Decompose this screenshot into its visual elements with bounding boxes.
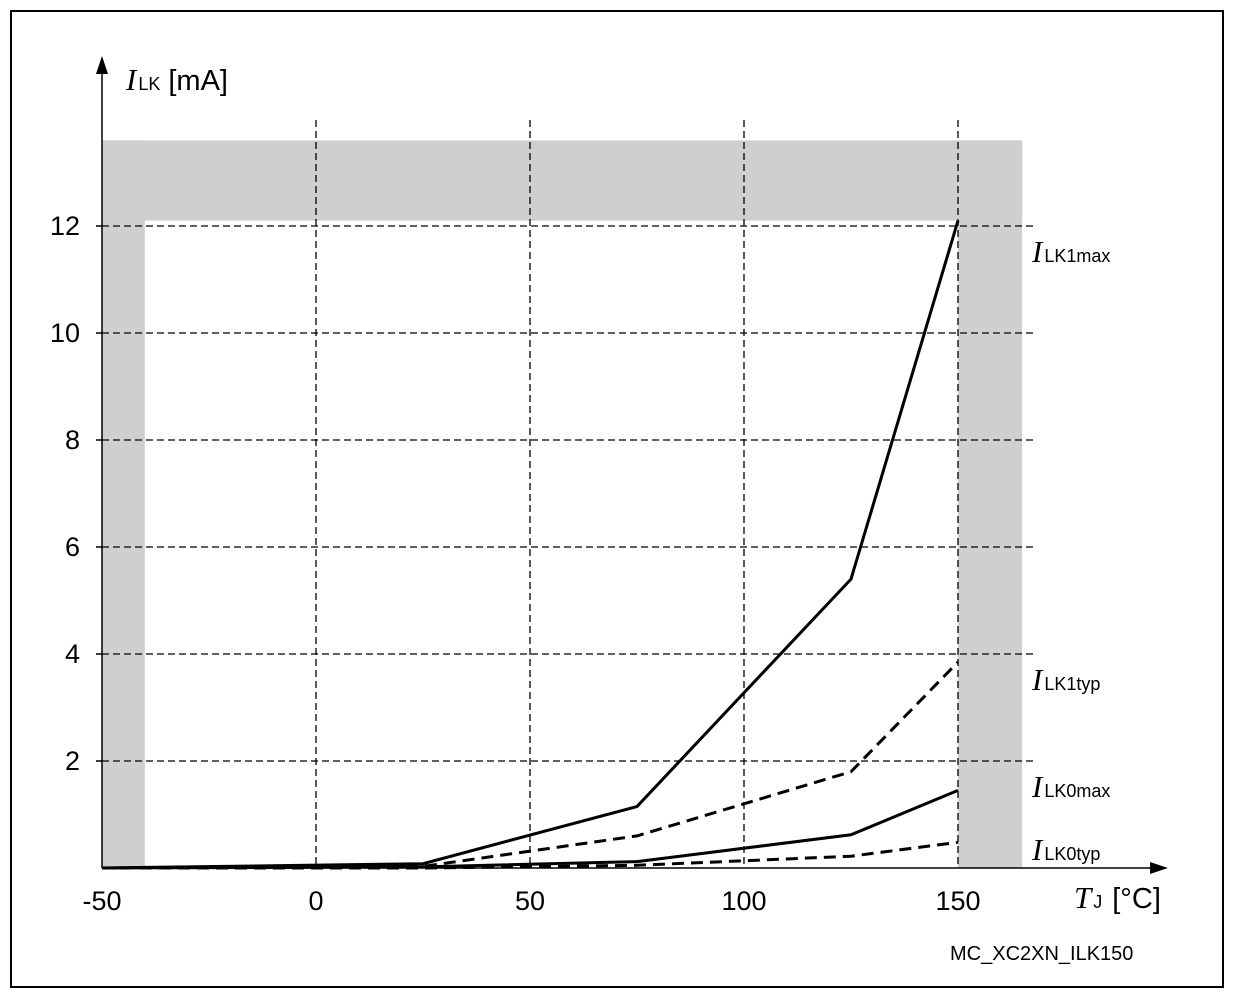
- series-label-ILK0max: I LK0max: [1031, 769, 1110, 804]
- series-label-ILK1typ: I LK1typ: [1031, 662, 1100, 697]
- y-tick-label-10: 10: [50, 318, 80, 348]
- x-axis-symbol: T: [1074, 880, 1094, 915]
- y-tick-label-8: 8: [65, 425, 80, 455]
- y-tick-label-6: 6: [65, 532, 80, 562]
- figure-id: MC_XC2XN_ILK150: [950, 943, 1133, 965]
- series-label-subscript: LK0typ: [1044, 844, 1100, 864]
- series-label-ILK0typ: I LK0typ: [1031, 832, 1100, 867]
- series-label-symbol: I: [1031, 769, 1044, 804]
- series-label-ILK1max: I LK1max: [1031, 234, 1110, 269]
- y-tick-label-4: 4: [65, 639, 80, 669]
- x-tick-label-150: 150: [935, 886, 980, 916]
- y-axis-arrow: [96, 56, 108, 74]
- series-label-symbol: I: [1031, 662, 1044, 697]
- series-label-subscript: LK0max: [1044, 781, 1110, 801]
- series-label-subscript: LK1max: [1044, 246, 1110, 266]
- shade-right-band: [958, 140, 1022, 868]
- shaded-out-of-range-region: [102, 140, 1022, 868]
- series-label-symbol: I: [1031, 832, 1044, 867]
- y-axis-subscript: LK: [138, 74, 160, 94]
- x-tick-label-100: 100: [721, 886, 766, 916]
- shade-top-band: [102, 140, 1022, 220]
- x-axis-arrow: [1150, 862, 1168, 874]
- x-tick-label--50: -50: [82, 886, 121, 916]
- y-axis-title: I LK [mA]: [125, 62, 228, 97]
- grid-lines: [102, 120, 1036, 868]
- x-tick-label-50: 50: [515, 886, 545, 916]
- y-axis-symbol: I: [125, 62, 138, 97]
- x-tick-label-0: 0: [308, 886, 323, 916]
- y-tick-label-2: 2: [65, 746, 80, 776]
- series-label-subscript: LK1typ: [1044, 674, 1100, 694]
- tick-labels: 2 4 6 8 10 12 -50 0 50 100 150: [50, 211, 981, 916]
- shade-left-band: [102, 140, 145, 868]
- x-axis-unit: [°C]: [1112, 883, 1161, 915]
- y-axis-unit: [mA]: [168, 65, 228, 97]
- series-label-symbol: I: [1031, 234, 1044, 269]
- x-axis-subscript: J: [1093, 892, 1102, 912]
- y-tick-label-12: 12: [50, 211, 80, 241]
- x-axis-title: T J [°C]: [1074, 880, 1161, 915]
